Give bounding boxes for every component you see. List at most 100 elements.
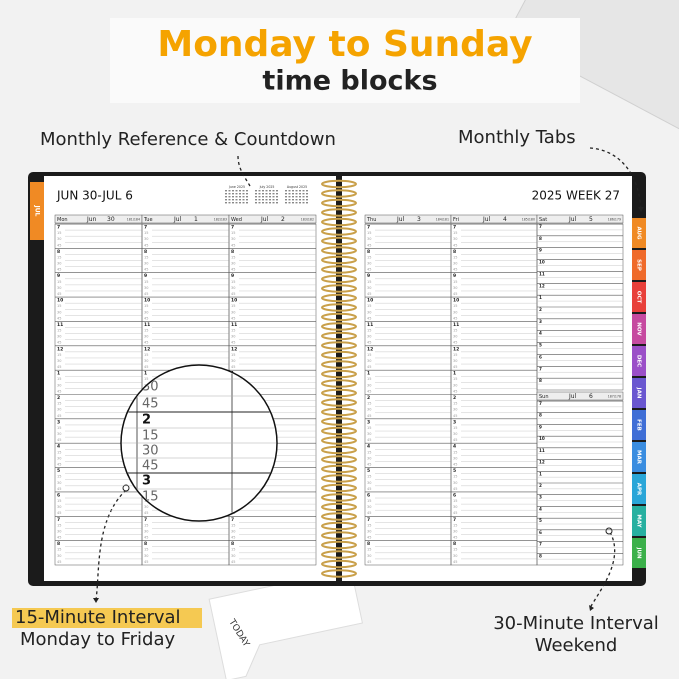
hour-label: 9 [231, 273, 234, 279]
quarter-label: 30 [453, 408, 457, 412]
hour-label: 4 [539, 506, 542, 511]
mini-calendar-day [276, 202, 278, 204]
quarter-label: 15 [367, 450, 371, 454]
week-number: 2025 WEEK 27 [532, 189, 620, 203]
quarter-label: 15 [144, 280, 148, 284]
hour-label: 2 [367, 395, 370, 401]
quarter-label: 15 [144, 304, 148, 308]
hour-label: 8 [144, 249, 147, 255]
spiral-ring [321, 474, 357, 483]
date: 30 [107, 216, 115, 223]
tab-label: DEC [636, 355, 642, 367]
mini-calendar-day [258, 199, 261, 201]
quarter-label: 30 [453, 286, 457, 290]
mini-calendar-day [292, 196, 294, 198]
tab [632, 474, 646, 504]
quarter-label: 45 [367, 511, 371, 515]
tab-label: AUG [636, 226, 642, 240]
quarter-label: 30 [231, 310, 235, 314]
hour-label: 10 [539, 260, 545, 265]
mini-calendar-day [255, 202, 257, 204]
spiral-ring [321, 379, 357, 388]
quarter-label: 45 [453, 268, 457, 272]
mini-calendar-day [235, 190, 238, 192]
mini-calendar-day [295, 196, 298, 198]
quarter-label: 45 [57, 268, 61, 272]
mini-calendar-day [299, 193, 301, 195]
weekday: Tue [143, 217, 153, 223]
hour-label: 8 [231, 249, 234, 255]
spiral-ring [321, 255, 357, 265]
hour-label: 7 [231, 225, 234, 231]
mini-calendar-day [255, 196, 257, 198]
quarter-label: 45 [453, 438, 457, 442]
callout: 15-Minute Interval [15, 607, 181, 628]
tab [632, 378, 646, 408]
quarter-label: 45 [231, 268, 235, 272]
spiral-ring [321, 455, 357, 464]
spiral-ring [321, 360, 357, 369]
hour-label: 9 [539, 424, 542, 429]
quarter-label: 15 [231, 255, 235, 259]
mini-calendar-day [288, 199, 291, 201]
hour-label: 5 [539, 343, 542, 348]
hour-label: 12 [367, 346, 373, 352]
hour-label: 6 [57, 492, 60, 498]
mini-calendar-day [265, 196, 268, 198]
quarter-label: 15 [453, 377, 457, 381]
spiral-ring [321, 236, 357, 246]
spiral-ring [321, 246, 357, 255]
magnifier-label: 2 [142, 413, 151, 428]
quarter-label: 15 [57, 426, 61, 430]
hour-label: 10 [144, 298, 150, 304]
hour-label: 6 [539, 354, 542, 359]
hour-label: 4 [453, 444, 456, 450]
spiral-ring [321, 388, 357, 398]
spiral-ring [321, 464, 357, 474]
mini-calendar-day [246, 196, 248, 198]
quarter-label: 45 [231, 341, 235, 345]
mini-calendar-day [232, 196, 234, 198]
hour-label: 1 [57, 371, 60, 377]
quarter-label: 30 [57, 529, 61, 533]
quarter-label: 15 [57, 280, 61, 284]
hour-label: 7 [539, 542, 542, 547]
quarter-label: 45 [367, 389, 371, 393]
quarter-label: 45 [144, 511, 148, 515]
spiral-ring [321, 540, 357, 550]
mini-calendar-day [255, 193, 257, 195]
quarter-label: 15 [453, 231, 457, 235]
quarter-label: 45 [367, 243, 371, 247]
spiral-ring [321, 208, 357, 217]
quarter-label: 30 [57, 262, 61, 266]
month: Jul [568, 393, 577, 400]
spiral-ring [321, 398, 357, 407]
hour-label: 3 [367, 419, 370, 425]
tab-label: APR [636, 483, 642, 496]
spiral-ring [321, 322, 357, 331]
weekday: Sat [539, 217, 547, 223]
hour-label: 10 [57, 298, 63, 304]
arrows [95, 147, 642, 609]
hour-label: 8 [539, 378, 542, 383]
mini-calendar-day [239, 193, 241, 195]
tab [632, 218, 646, 248]
quarter-label: 30 [367, 529, 371, 533]
day-header [228, 214, 317, 224]
quarter-label: 45 [367, 438, 371, 442]
magnifier-label: 3 [142, 474, 151, 489]
callout: Monday to Friday [20, 629, 175, 650]
quarter-label: 45 [57, 365, 61, 369]
weekday: Mon [57, 217, 68, 223]
mini-calendar-day [242, 199, 245, 201]
quarter-label: 15 [231, 329, 235, 333]
hour-label: 10 [231, 298, 237, 304]
quarter-label: 30 [453, 383, 457, 387]
mini-calendar-day [306, 199, 308, 201]
mini-calendar-day [235, 199, 238, 201]
quarter-label: 45 [453, 341, 457, 345]
quarter-label: 15 [57, 255, 61, 259]
month: Jun [86, 216, 97, 223]
quarter-label: 15 [453, 548, 457, 552]
mini-calendar-day [258, 193, 261, 195]
